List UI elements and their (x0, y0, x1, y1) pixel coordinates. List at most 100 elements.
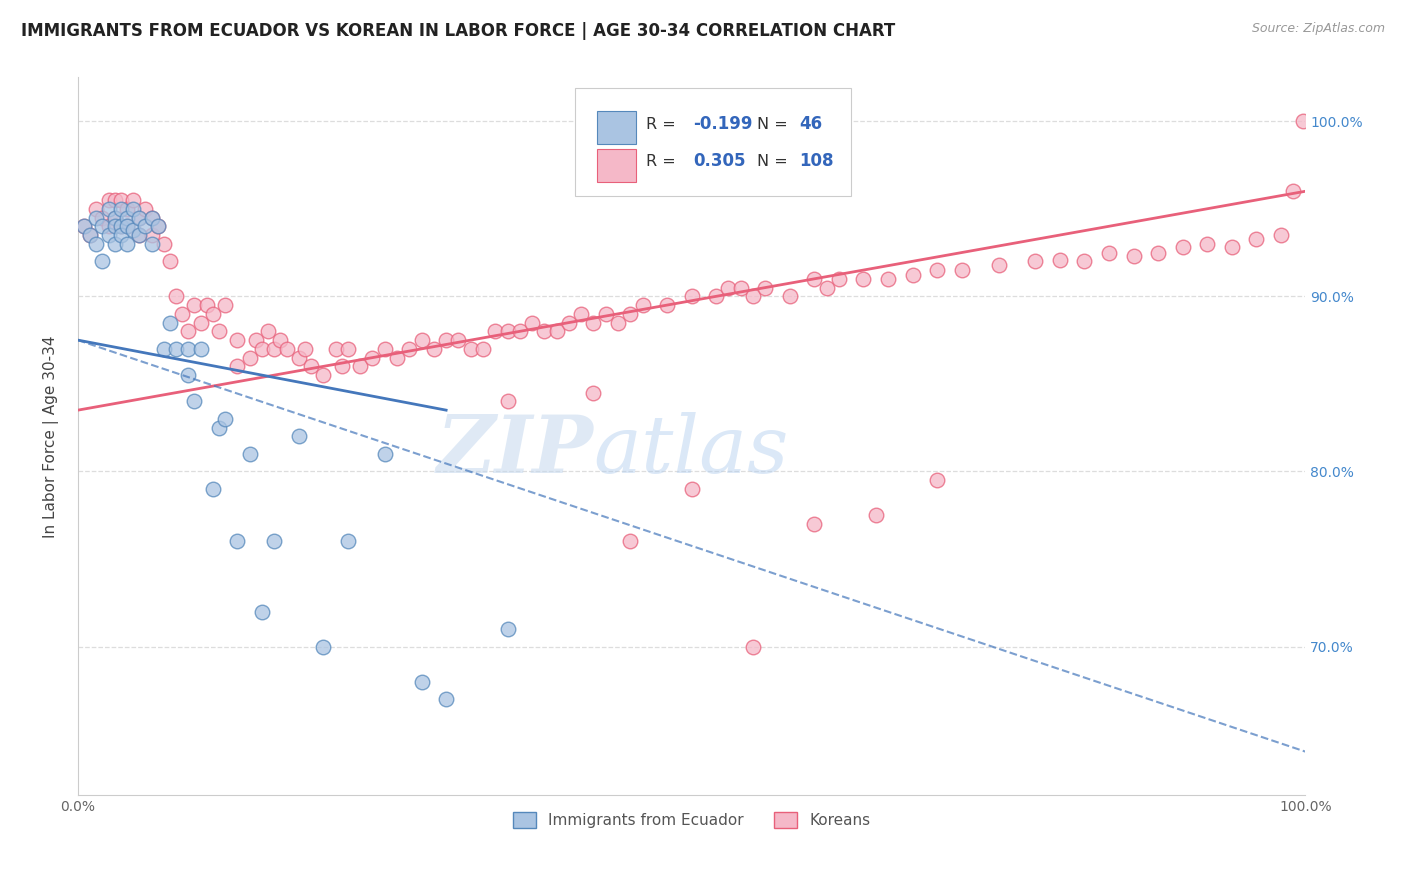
Point (294, 342, 316, 356)
Point (607, 316, 630, 330)
Text: IMMIGRANTS FROM ECUADOR VS KOREAN IN LABOR FORCE | AGE 30-34 CORRELATION CHART: IMMIGRANTS FROM ECUADOR VS KOREAN IN LAB… (21, 22, 896, 40)
Point (927, 263, 949, 277)
Point (226, 333, 249, 347)
Point (165, 289, 187, 303)
Point (1122, 249, 1144, 263)
Y-axis label: In Labor Force | Age 30-34: In Labor Force | Age 30-34 (44, 335, 59, 538)
Point (398, 342, 420, 356)
Text: 108: 108 (800, 153, 834, 170)
FancyBboxPatch shape (575, 88, 851, 196)
Point (104, 219, 127, 234)
Point (269, 333, 291, 347)
Point (115, 219, 138, 234)
Text: N =: N = (756, 154, 793, 169)
Point (97, 193, 120, 207)
Point (104, 211, 127, 225)
Point (190, 342, 212, 356)
Point (141, 211, 163, 225)
Text: N =: N = (756, 117, 793, 132)
Text: -0.199: -0.199 (693, 115, 752, 133)
Point (146, 219, 169, 234)
Point (815, 280, 838, 294)
Point (730, 280, 752, 294)
FancyBboxPatch shape (598, 148, 637, 182)
Point (1220, 240, 1243, 254)
Point (987, 258, 1010, 272)
Point (460, 342, 482, 356)
Point (208, 420, 231, 434)
Point (288, 351, 311, 365)
Point (704, 289, 727, 303)
Point (619, 534, 641, 549)
Point (177, 342, 200, 356)
Point (104, 211, 127, 225)
Point (927, 473, 949, 487)
Point (276, 342, 298, 356)
Point (159, 254, 181, 268)
Point (201, 307, 224, 321)
Point (104, 236, 127, 251)
Point (1024, 254, 1046, 268)
Point (110, 227, 132, 242)
Text: 0.305: 0.305 (693, 153, 745, 170)
Point (619, 307, 641, 321)
Point (239, 351, 262, 365)
Point (263, 342, 285, 356)
Point (1270, 227, 1292, 242)
Point (190, 316, 212, 330)
Point (245, 333, 267, 347)
Point (152, 342, 174, 356)
Text: R =: R = (647, 117, 681, 132)
Point (877, 272, 900, 286)
Point (208, 324, 231, 338)
Point (91, 254, 114, 268)
Point (177, 324, 200, 338)
Point (1147, 245, 1170, 260)
Point (91, 219, 114, 234)
Point (141, 236, 163, 251)
Point (257, 324, 280, 338)
Point (361, 351, 384, 365)
Point (582, 316, 605, 330)
Point (852, 272, 875, 286)
Point (779, 289, 801, 303)
Point (115, 211, 138, 225)
Point (742, 289, 765, 303)
Point (803, 272, 825, 286)
Point (631, 298, 654, 312)
Point (754, 280, 776, 294)
Point (330, 359, 353, 374)
Point (1049, 252, 1071, 267)
Point (110, 202, 132, 216)
Point (1292, 114, 1315, 128)
Point (349, 359, 371, 374)
Point (582, 385, 605, 400)
Point (569, 307, 592, 321)
Point (901, 268, 924, 283)
Point (312, 368, 335, 383)
Point (471, 342, 494, 356)
Point (226, 534, 249, 549)
Point (434, 692, 457, 706)
Point (183, 298, 205, 312)
Point (325, 342, 347, 356)
Point (128, 211, 150, 225)
Point (239, 447, 262, 461)
Point (681, 289, 703, 303)
Point (288, 429, 311, 443)
Point (110, 193, 132, 207)
Point (104, 193, 127, 207)
Point (110, 219, 132, 234)
Point (250, 605, 273, 619)
Point (1098, 245, 1121, 260)
Point (226, 359, 249, 374)
Point (128, 227, 150, 242)
Point (79, 227, 101, 242)
Point (950, 263, 973, 277)
Point (558, 316, 581, 330)
Point (110, 219, 132, 234)
Point (484, 324, 506, 338)
Point (1282, 184, 1305, 198)
Point (742, 640, 765, 654)
Text: 46: 46 (800, 115, 823, 133)
